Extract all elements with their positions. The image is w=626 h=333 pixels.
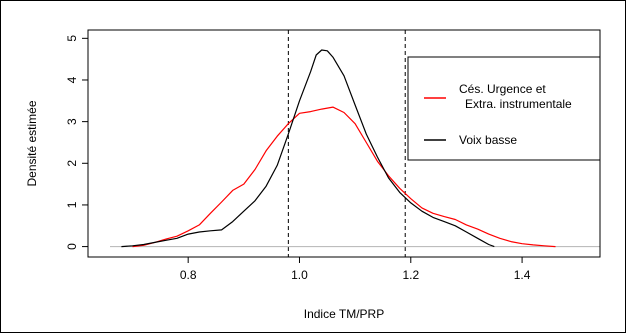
x-axis-label: Indice TM/PRP xyxy=(304,307,384,321)
x-tick-label-0: 0.8 xyxy=(180,268,197,282)
series-lines xyxy=(121,49,556,248)
y-axis-label: Densité estimée xyxy=(25,100,39,186)
y-tick-label-2: 2 xyxy=(65,160,79,167)
x-tick-label-2: 1.2 xyxy=(402,268,419,282)
vertical-reference-lines xyxy=(287,30,406,257)
x-axis-ticks: 0.8 1.0 1.2 1.4 xyxy=(180,257,531,282)
x-tick-label-3: 1.4 xyxy=(514,268,531,282)
y-tick-label-4: 4 xyxy=(65,76,79,83)
y-tick-label-1: 1 xyxy=(65,201,79,208)
series-line-0 xyxy=(132,106,556,248)
x-tick-label-1: 1.0 xyxy=(291,268,308,282)
legend-box xyxy=(407,56,601,161)
y-tick-label-3: 3 xyxy=(65,118,79,125)
y-tick-label-5: 5 xyxy=(65,35,79,42)
y-axis-ticks: 0 1 2 3 4 5 xyxy=(65,35,88,250)
legend-label-0-0: Cés. Urgence et xyxy=(459,82,546,96)
legend-label-1-0: Voix basse xyxy=(459,133,517,147)
series-line-1 xyxy=(121,49,495,248)
y-tick-label-0: 0 xyxy=(65,243,79,250)
legend-label-0-1: Extra. instrumentale xyxy=(465,97,572,111)
